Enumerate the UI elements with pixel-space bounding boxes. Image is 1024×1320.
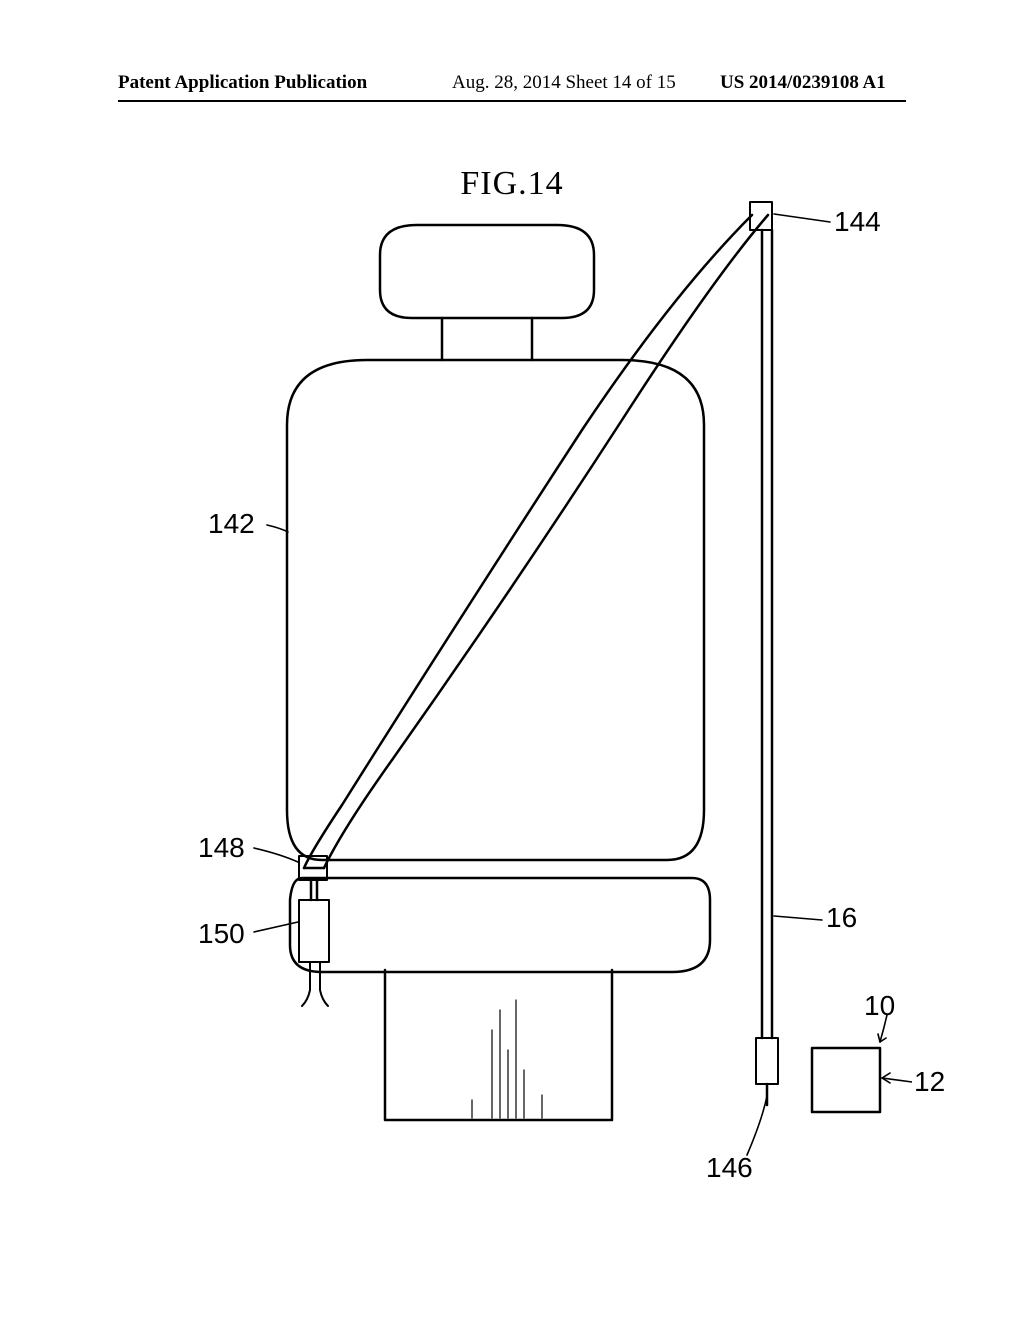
- seat-pedestal: [385, 970, 612, 1120]
- label-10: 10: [864, 990, 895, 1022]
- leader-144: [774, 214, 830, 222]
- label-144: 144: [834, 206, 881, 238]
- leader-142: [267, 525, 288, 532]
- label-142: 142: [208, 508, 255, 540]
- header-center: Aug. 28, 2014 Sheet 14 of 15: [452, 72, 676, 94]
- label-148: 148: [198, 832, 245, 864]
- label-16: 16: [826, 902, 857, 934]
- leader-148: [254, 848, 298, 862]
- header-left: Patent Application Publication: [118, 72, 367, 94]
- leader-146: [747, 1096, 767, 1155]
- retractor-box: [812, 1048, 880, 1112]
- seat-cushion: [290, 878, 710, 972]
- page-header: Patent Application Publication Aug. 28, …: [0, 72, 1024, 100]
- label-146: 146: [706, 1152, 753, 1184]
- belt-outer: [304, 215, 752, 868]
- leader-16: [774, 916, 822, 920]
- lower-anchor: [756, 1038, 778, 1084]
- seat-diagram-svg: [112, 200, 912, 1200]
- pedestal-hatching: [472, 1000, 542, 1118]
- figure-drawing: 142 144 148 150 16 10 12 146: [112, 200, 912, 1200]
- headrest: [380, 225, 594, 318]
- label-150: 150: [198, 918, 245, 950]
- buckle: [299, 900, 329, 962]
- page: Patent Application Publication Aug. 28, …: [0, 0, 1024, 1320]
- header-right: US 2014/0239108 A1: [720, 72, 886, 94]
- label-12: 12: [914, 1066, 945, 1098]
- header-rule: [118, 100, 906, 102]
- leader-150: [254, 922, 298, 932]
- figure-title: FIG.14: [0, 165, 1024, 203]
